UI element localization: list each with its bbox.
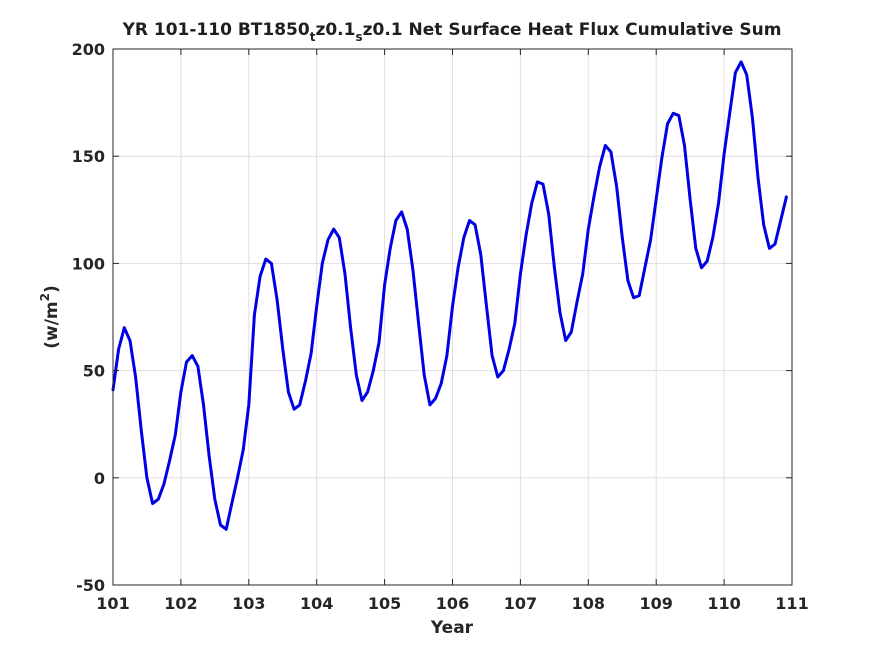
x-tick-labels: 101 102 103 104 105 106 107 108 109 110 111 [96,594,808,613]
title-part-2: z0.1 [315,20,355,40]
x-tick-label: 110 [707,594,740,613]
x-tick-label: 104 [300,594,333,613]
x-tick-label: 107 [504,594,537,613]
chart-title: YR 101-110 BT1850tz0.1sz0.1 Net Surface … [122,20,782,44]
series-line [111,60,788,531]
title-subscript-s: s [355,30,362,44]
y-tick-label: 100 [72,254,105,273]
y-label-part-1: (w/m [42,301,62,348]
y-tick-label: 50 [83,362,105,381]
y-tick-label: 200 [72,40,105,59]
x-tick-label: 108 [572,594,605,613]
x-tick-label: 101 [96,594,129,613]
series-layer [111,60,788,531]
x-axis-label: Year [430,618,474,638]
x-tick-label: 109 [639,594,672,613]
y-tick-labels: -50 0 50 100 150 200 [72,40,105,595]
x-tick-label: 106 [436,594,469,613]
y-label-part-2: ) [42,285,62,293]
title-part-3: z0.1 Net Surface Heat Flux Cumulative Su… [363,20,782,40]
y-tick-label: -50 [76,576,105,595]
title-part-1: YR 101-110 BT1850 [122,20,310,40]
y-tick-label: 0 [94,469,105,488]
x-tick-label: 105 [368,594,401,613]
y-label-superscript: 2 [38,293,52,301]
y-axis-label: (w/m2) [38,285,62,349]
x-tick-label: 102 [164,594,197,613]
y-tick-label: 150 [72,147,105,166]
x-tick-label: 111 [775,594,808,613]
x-tick-label: 103 [232,594,265,613]
title-subscript-t: t [310,30,316,44]
tick-marks [112,48,793,586]
